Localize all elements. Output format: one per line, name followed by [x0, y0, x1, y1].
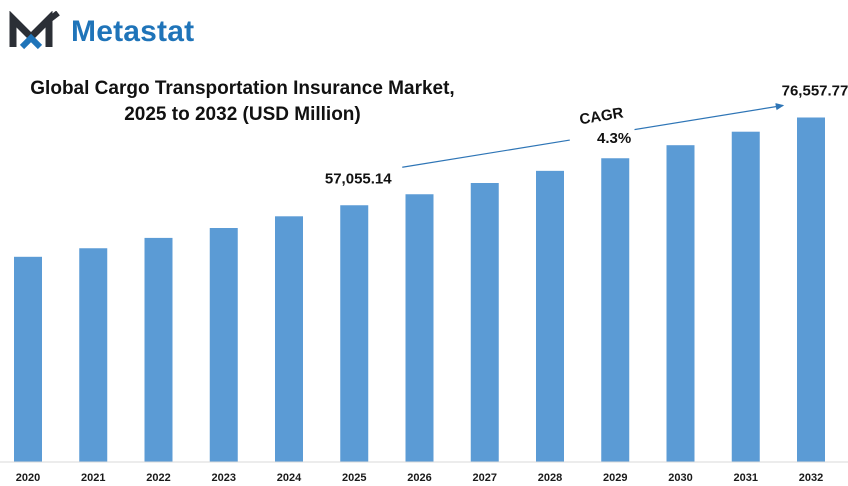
x-tick-label-2028: 2028	[538, 472, 562, 484]
x-tick-label-2025: 2025	[342, 472, 366, 484]
x-tick-label-2026: 2026	[407, 472, 431, 484]
bar-2024	[275, 216, 303, 462]
metastat-logo-icon	[9, 11, 60, 50]
x-tick-label-2030: 2030	[668, 472, 692, 484]
bar-2027	[470, 183, 499, 462]
bar-2029	[601, 158, 630, 462]
bar-2032	[797, 117, 825, 462]
brand-logo: Metastat	[9, 10, 194, 54]
bar-2020	[14, 256, 42, 462]
data-label-2025: 57,055.14	[325, 170, 392, 187]
x-tick-label-2029: 2029	[603, 472, 627, 484]
bar-2028	[536, 170, 564, 462]
cagr-arrow-line-start	[402, 139, 570, 168]
bar-2025	[340, 205, 369, 462]
bar-2023	[209, 228, 238, 462]
chart-title: Global Cargo Transportation Insurance Ma…	[10, 76, 475, 128]
bar-2021	[79, 248, 108, 462]
bar-2031	[731, 131, 760, 462]
x-tick-label-2021: 2021	[81, 472, 105, 484]
cagr-arrow-line-end	[634, 103, 785, 131]
chart-title-line-1: Global Cargo Transportation Insurance Ma…	[30, 78, 455, 99]
bar-2022	[144, 237, 173, 462]
chart-title-line-2: 2025 to 2032 (USD Million)	[124, 104, 361, 125]
x-tick-label-2027: 2027	[473, 472, 497, 484]
x-tick-label-2031: 2031	[734, 472, 758, 484]
bar-2030	[666, 145, 695, 462]
x-tick-label-2032: 2032	[799, 472, 823, 484]
x-tick-label-2023: 2023	[212, 472, 236, 484]
cagr-label: CAGR	[578, 104, 624, 128]
cagr-value: 4.3%	[597, 130, 631, 147]
bar-2026	[405, 194, 434, 462]
data-label-2032: 76,557.77	[782, 82, 848, 99]
brand-name: Metastat	[71, 15, 195, 48]
x-tick-label-2024: 2024	[277, 472, 302, 484]
x-tick-label-2022: 2022	[146, 472, 170, 484]
x-tick-label-2020: 2020	[16, 472, 40, 484]
